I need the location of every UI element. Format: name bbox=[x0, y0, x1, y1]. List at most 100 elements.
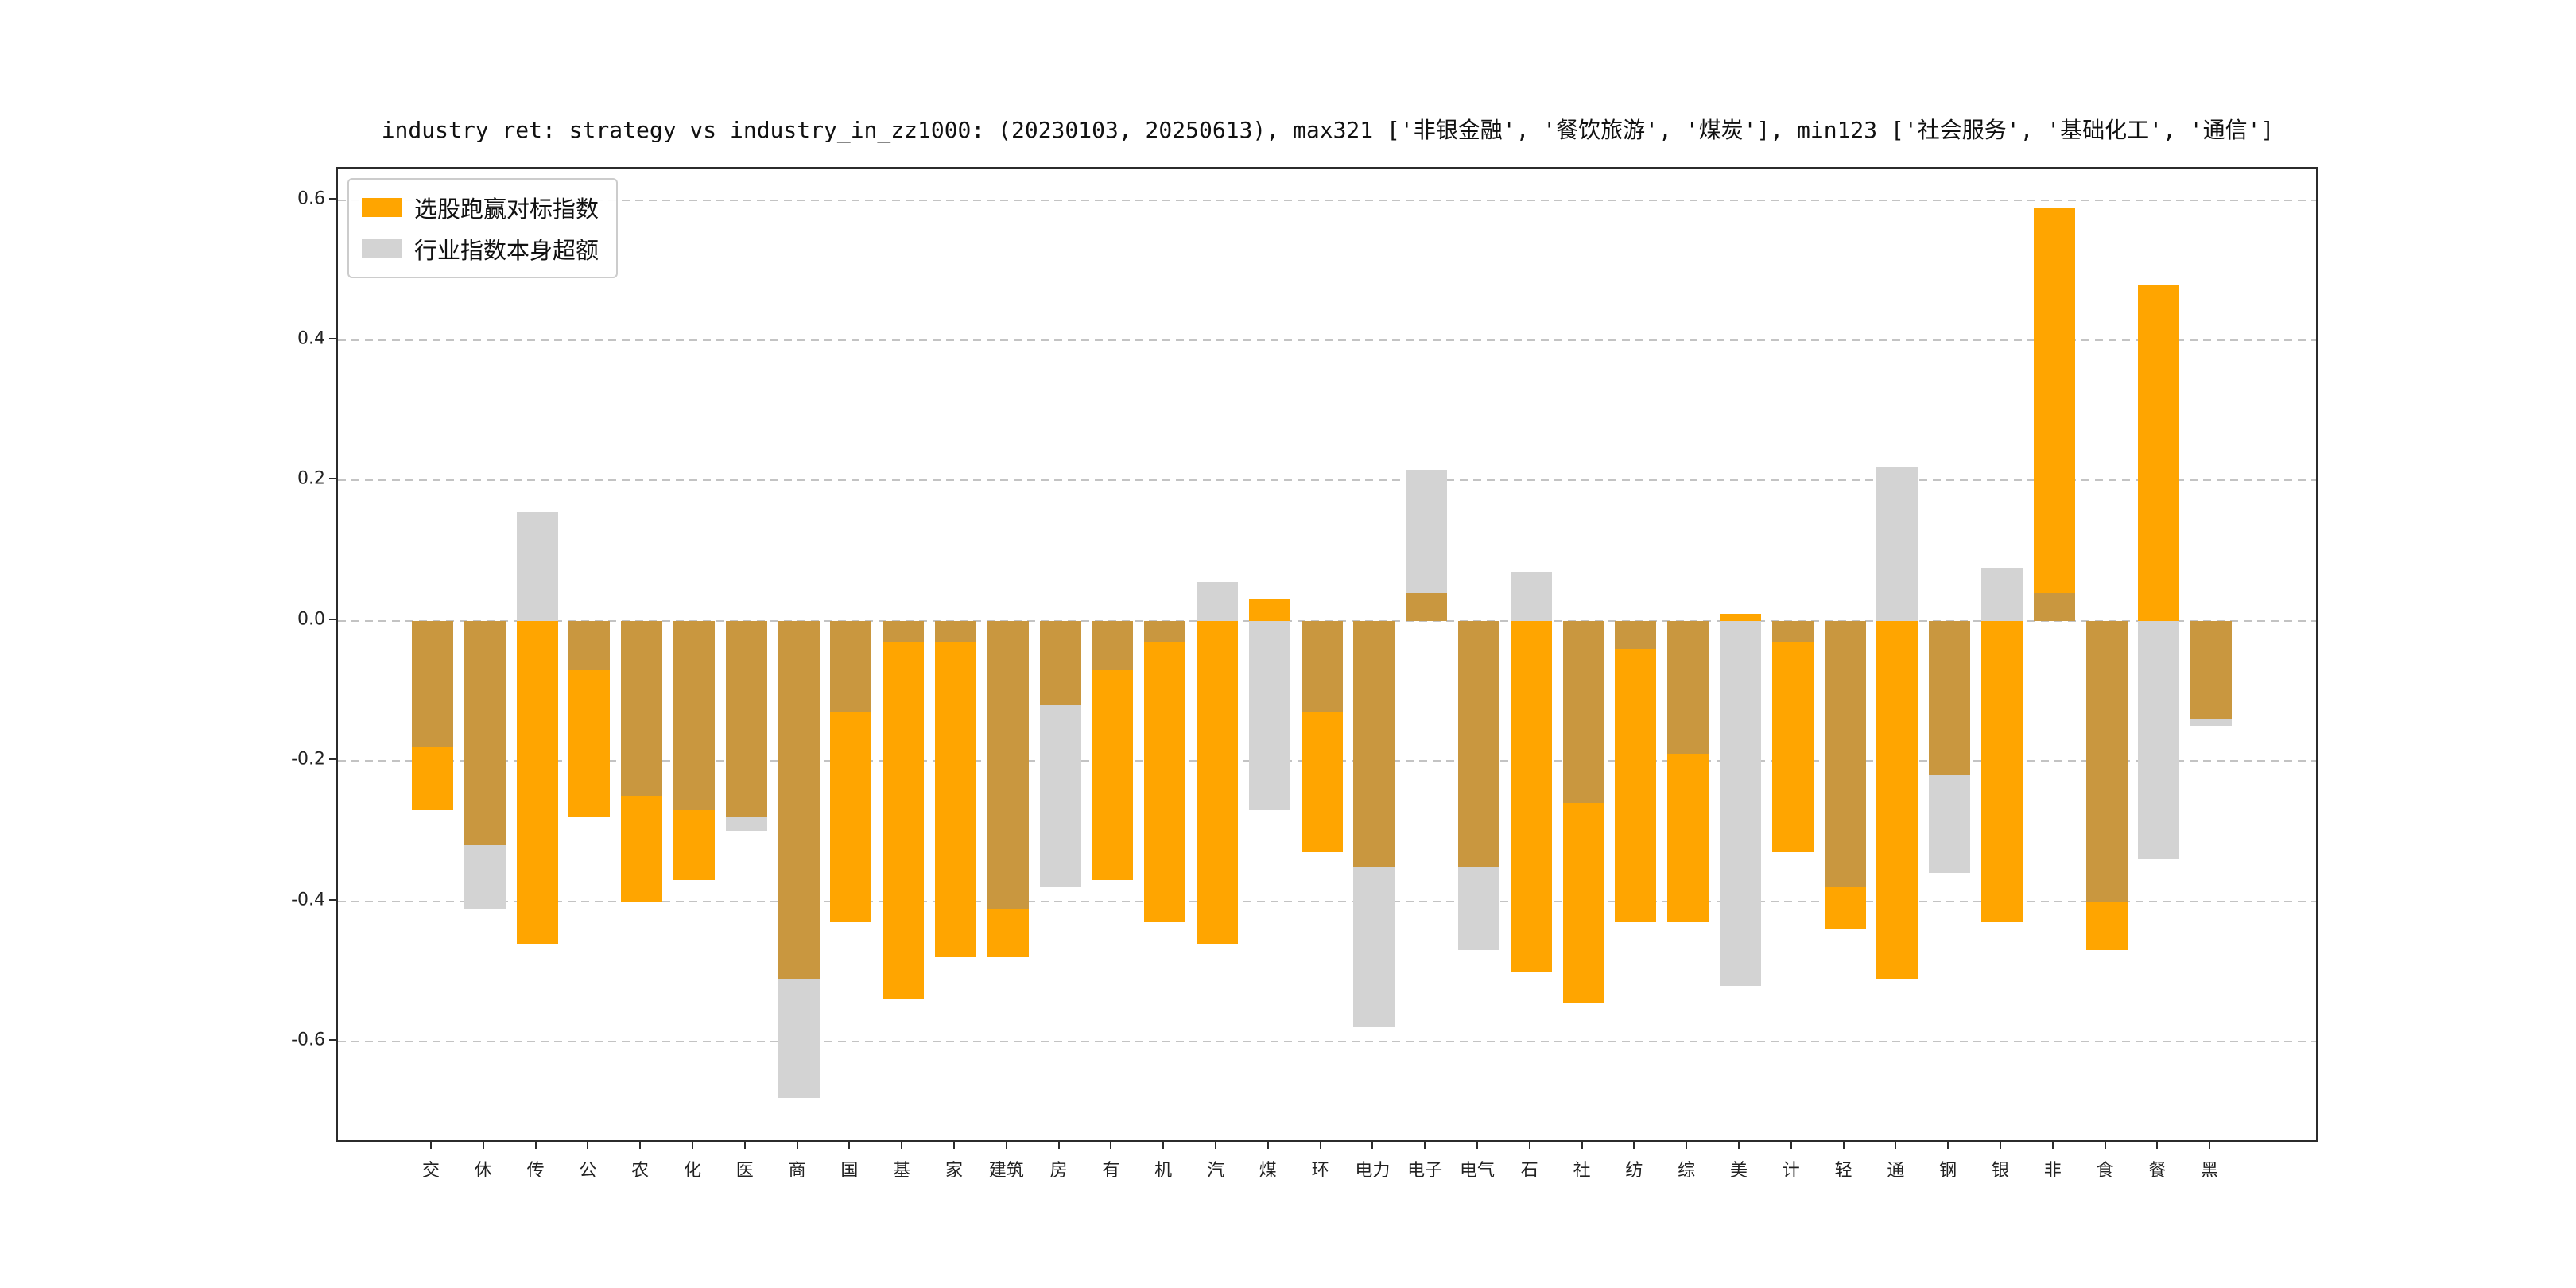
x-tick-mark bbox=[1110, 1142, 1112, 1149]
x-tick-label: 美 bbox=[1729, 1161, 1748, 1181]
bar-orange bbox=[1562, 803, 1604, 1003]
x-tick-label: 银 bbox=[1991, 1161, 2010, 1181]
x-tick-mark bbox=[1057, 1142, 1060, 1149]
chart-title: industry ret: strategy vs industry_in_zz… bbox=[381, 117, 2275, 143]
x-tick-mark bbox=[953, 1142, 955, 1149]
bar-overlap bbox=[2033, 592, 2075, 621]
bar-orange bbox=[1144, 642, 1186, 923]
x-tick-mark bbox=[639, 1142, 642, 1149]
bar-gray bbox=[1406, 470, 1448, 593]
legend: 选股跑赢对标指数 行业指数本身超额 bbox=[347, 178, 619, 278]
x-tick-label: 电气 bbox=[1459, 1161, 1496, 1181]
x-tick-label: 传 bbox=[526, 1161, 545, 1181]
x-tick-label: 化 bbox=[683, 1161, 702, 1181]
y-tick-label: -0.4 bbox=[291, 890, 325, 910]
x-tick-label: 综 bbox=[1678, 1161, 1696, 1181]
legend-item-industry: 行业指数本身超额 bbox=[362, 232, 599, 266]
bar-orange bbox=[1301, 712, 1343, 852]
bar-overlap bbox=[1092, 620, 1134, 670]
bar-overlap bbox=[1353, 620, 1395, 867]
bar-orange bbox=[987, 908, 1029, 958]
y-tick-label: 0.0 bbox=[297, 609, 325, 630]
x-tick-label: 公 bbox=[579, 1161, 597, 1181]
bar-gray bbox=[2138, 620, 2180, 859]
bar-orange bbox=[1510, 620, 1552, 972]
bar-gray bbox=[725, 817, 767, 832]
bar-overlap bbox=[673, 620, 715, 811]
bar-orange bbox=[2138, 284, 2180, 621]
bar-orange bbox=[412, 747, 453, 811]
y-tick-mark bbox=[329, 197, 336, 200]
bar-orange bbox=[1092, 669, 1134, 881]
bar-overlap bbox=[883, 620, 925, 642]
x-tick-mark bbox=[796, 1142, 798, 1149]
y-tick-mark bbox=[329, 898, 336, 901]
x-tick-mark bbox=[1528, 1142, 1530, 1149]
x-tick-label: 纺 bbox=[1625, 1161, 1643, 1181]
x-tick-mark bbox=[692, 1142, 693, 1149]
gridline bbox=[338, 1041, 2316, 1043]
x-tick-mark bbox=[534, 1142, 537, 1149]
x-tick-label: 机 bbox=[1154, 1161, 1173, 1181]
x-tick-label: 交 bbox=[421, 1161, 440, 1181]
x-tick-label: 农 bbox=[631, 1161, 650, 1181]
bar-overlap bbox=[568, 620, 611, 670]
bar-orange bbox=[1615, 649, 1657, 923]
bar-gray bbox=[464, 845, 506, 909]
bar-overlap bbox=[830, 620, 872, 712]
bar-gray bbox=[1353, 866, 1395, 1028]
bar-orange bbox=[1876, 620, 1918, 979]
gray-swatch-icon bbox=[362, 239, 402, 258]
bar-overlap bbox=[1562, 620, 1604, 804]
bar-overlap bbox=[725, 620, 767, 817]
bar-gray bbox=[1929, 774, 1971, 874]
x-tick-label: 电力 bbox=[1355, 1161, 1391, 1181]
bar-gray bbox=[1197, 582, 1238, 621]
x-tick-label: 基 bbox=[893, 1161, 911, 1181]
bar-gray bbox=[516, 512, 558, 621]
x-tick-label: 通 bbox=[1887, 1161, 1905, 1181]
x-tick-mark bbox=[1633, 1142, 1635, 1149]
x-tick-mark bbox=[1476, 1142, 1478, 1149]
y-tick-mark bbox=[329, 338, 336, 340]
y-tick-label: 0.6 bbox=[297, 188, 325, 209]
bar-orange bbox=[621, 796, 663, 902]
bar-overlap bbox=[1667, 620, 1709, 755]
bar-gray bbox=[1458, 866, 1499, 951]
x-tick-label: 医 bbox=[735, 1161, 754, 1181]
x-tick-label: 汽 bbox=[1206, 1161, 1225, 1181]
bar-overlap bbox=[1615, 620, 1657, 650]
y-tick-mark bbox=[329, 478, 336, 480]
bar-overlap bbox=[778, 620, 820, 979]
x-tick-label: 家 bbox=[945, 1161, 964, 1181]
gridline bbox=[338, 900, 2316, 902]
x-tick-mark bbox=[1842, 1142, 1845, 1149]
bar-overlap bbox=[1458, 620, 1499, 867]
bar-orange bbox=[568, 669, 611, 817]
x-tick-mark bbox=[1005, 1142, 1007, 1149]
bar-overlap bbox=[987, 620, 1029, 909]
x-tick-mark bbox=[1371, 1142, 1374, 1149]
y-tick-label: -0.2 bbox=[291, 749, 325, 770]
bar-overlap bbox=[1929, 620, 1971, 775]
bar-orange bbox=[516, 620, 558, 944]
x-tick-label: 轻 bbox=[1834, 1161, 1852, 1181]
x-tick-mark bbox=[1790, 1142, 1792, 1149]
x-tick-label: 餐 bbox=[2148, 1161, 2167, 1181]
bar-orange bbox=[673, 810, 715, 881]
bar-overlap bbox=[1771, 620, 1814, 642]
bar-orange bbox=[830, 712, 872, 923]
x-tick-label: 电子 bbox=[1407, 1161, 1443, 1181]
x-tick-mark bbox=[1686, 1142, 1688, 1149]
x-tick-mark bbox=[1738, 1142, 1740, 1149]
y-tick-label: 0.2 bbox=[297, 468, 325, 489]
x-tick-mark bbox=[1947, 1142, 1949, 1149]
bar-overlap bbox=[1406, 592, 1448, 621]
x-tick-mark bbox=[587, 1142, 589, 1149]
bar-overlap bbox=[1144, 620, 1186, 642]
gridline bbox=[338, 479, 2316, 482]
x-tick-mark bbox=[2000, 1142, 2001, 1149]
bar-orange bbox=[2085, 901, 2128, 951]
gridline bbox=[338, 339, 2316, 342]
bar-overlap bbox=[621, 620, 663, 797]
